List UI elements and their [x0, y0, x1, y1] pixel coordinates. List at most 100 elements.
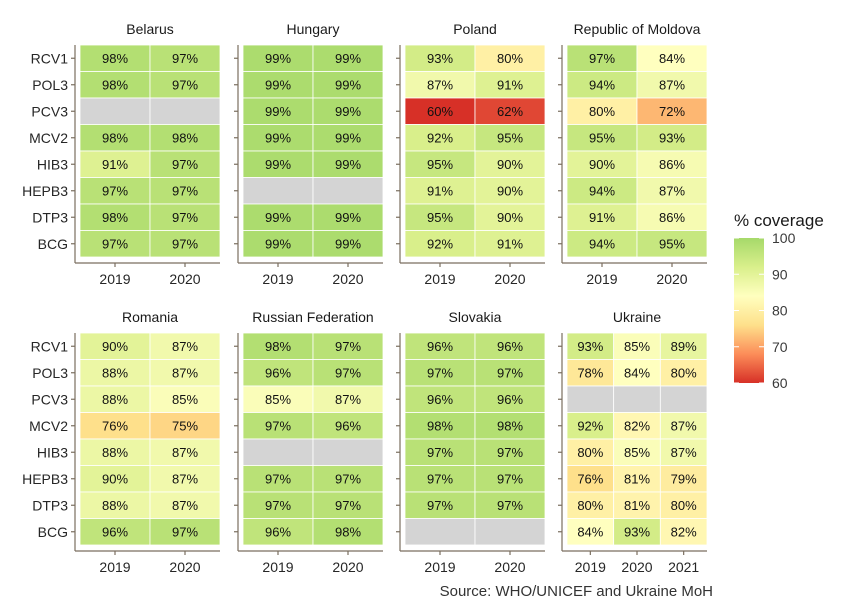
heatmap-cell: [404, 203, 476, 231]
y-tick-label: BCG: [38, 524, 68, 540]
heatmap-cell: [312, 332, 384, 360]
cell-value-label: 97%: [427, 445, 453, 460]
facet-russian-federation: Russian Federation 98% 97% 96% 97% 85% 87% 97% 9…: [234, 309, 384, 575]
heatmap-cell: [404, 359, 476, 387]
heatmap-cell: [149, 332, 221, 360]
heatmap-cell: [312, 412, 384, 440]
cell-value-label: 97%: [497, 471, 523, 486]
cell-value-label: 92%: [427, 236, 453, 251]
cell-value-label: 97%: [335, 471, 361, 486]
facet-title: Republic of Moldova: [574, 21, 701, 37]
cell-value-label: 82%: [624, 418, 650, 433]
heatmap-cell: [312, 71, 384, 99]
heatmap-cell: [79, 359, 151, 387]
x-tick-label: 2020: [332, 559, 363, 575]
cell-value-label: 98%: [172, 130, 198, 145]
cell-value-label: 80%: [497, 51, 523, 66]
heatmap-cell: [404, 518, 476, 546]
heatmap-cell: [566, 150, 638, 178]
heatmap-cell: [474, 97, 546, 125]
cell-value-label: 96%: [497, 339, 523, 354]
heatmap-cell: [659, 491, 708, 519]
heatmap-cell: [613, 359, 661, 387]
heatmap-cell: [613, 332, 661, 360]
cell-value-label: 99%: [265, 210, 291, 225]
cell-value-label: 87%: [172, 498, 198, 513]
x-tick-label: 2019: [424, 271, 455, 287]
facet-title: Romania: [122, 309, 178, 325]
cell-value-label: 90%: [497, 157, 523, 172]
heatmap-cell: [312, 491, 384, 519]
heatmap-cell: [79, 385, 151, 413]
cell-value-label: 90%: [497, 183, 523, 198]
y-tick-label: BCG: [38, 236, 68, 252]
cell-value-label: 87%: [671, 418, 697, 433]
cell-value-label: 97%: [172, 183, 198, 198]
heatmap-cell: [659, 465, 708, 493]
cell-value-label: 92%: [427, 130, 453, 145]
facet-title: Russian Federation: [252, 309, 373, 325]
cell-value-label: 86%: [659, 157, 685, 172]
cell-value-label: 99%: [265, 157, 291, 172]
heatmap-cell: [242, 230, 314, 258]
heatmap-cell: [659, 359, 708, 387]
heatmap-cell: [566, 438, 615, 466]
cell-value-label: 97%: [427, 498, 453, 513]
cell-value-label: 98%: [265, 339, 291, 354]
facet-title: Belarus: [126, 21, 173, 37]
heatmap-cell: [474, 491, 546, 519]
legend-tick-label: 80: [772, 303, 788, 319]
heatmap-cell: [312, 465, 384, 493]
heatmap-cell: [149, 203, 221, 231]
x-tick-label: 2019: [262, 271, 293, 287]
y-tick-label: HIB3: [37, 156, 68, 172]
heatmap-cell: [613, 518, 661, 546]
cell-value-label: 86%: [659, 210, 685, 225]
cell-value-label: 88%: [102, 365, 128, 380]
cell-value-label: 81%: [624, 471, 650, 486]
heatmap-cell: [312, 177, 384, 205]
cell-value-label: 99%: [265, 104, 291, 119]
x-tick-label: 2020: [621, 559, 652, 575]
cell-value-label: 90%: [497, 210, 523, 225]
source-caption: Source: WHO/UNICEF and Ukraine MoH: [440, 583, 713, 600]
heatmap-cell: [404, 465, 476, 493]
cell-value-label: 75%: [172, 418, 198, 433]
y-tick-label: PCV3: [31, 103, 68, 119]
y-tick-label: MCV2: [29, 418, 68, 434]
facet-title: Ukraine: [613, 309, 661, 325]
cell-value-label: 87%: [172, 365, 198, 380]
cell-value-label: 96%: [427, 339, 453, 354]
heatmap-cell: [474, 150, 546, 178]
heatmap-cell: [312, 203, 384, 231]
cell-value-label: 97%: [172, 236, 198, 251]
facet-belarus: Belarus 98% 97% 98% 97% 98% 98% 91% 97% 97% 97% 98%…: [22, 21, 221, 287]
cell-value-label: 99%: [265, 51, 291, 66]
cell-value-label: 85%: [624, 445, 650, 460]
facet-hungary: Hungary 99% 99% 99% 99% 99% 99% 99% 99% 99% 99% 99%…: [234, 21, 384, 287]
cell-value-label: 93%: [659, 130, 685, 145]
cell-value-label: 97%: [589, 51, 615, 66]
heatmap-cell: [566, 230, 638, 258]
heatmap-cell: [149, 124, 221, 152]
cell-value-label: 97%: [172, 157, 198, 172]
heatmap-cell: [636, 230, 708, 258]
heatmap-cell: [566, 412, 615, 440]
heatmap-cell: [613, 438, 661, 466]
heatmap-cell: [474, 44, 546, 72]
heatmap-cell: [404, 177, 476, 205]
cell-value-label: 97%: [172, 524, 198, 539]
heatmap-cell: [149, 177, 221, 205]
cell-value-label: 76%: [102, 418, 128, 433]
heatmap-cell: [474, 230, 546, 258]
heatmap-cell: [404, 491, 476, 519]
heatmap-cell: [149, 359, 221, 387]
y-tick-label: RCV1: [31, 50, 69, 66]
cell-value-label: 88%: [102, 445, 128, 460]
cell-value-label: 94%: [589, 236, 615, 251]
facet-title: Slovakia: [449, 309, 502, 325]
cell-value-label: 90%: [102, 471, 128, 486]
heatmap-cell: [312, 385, 384, 413]
